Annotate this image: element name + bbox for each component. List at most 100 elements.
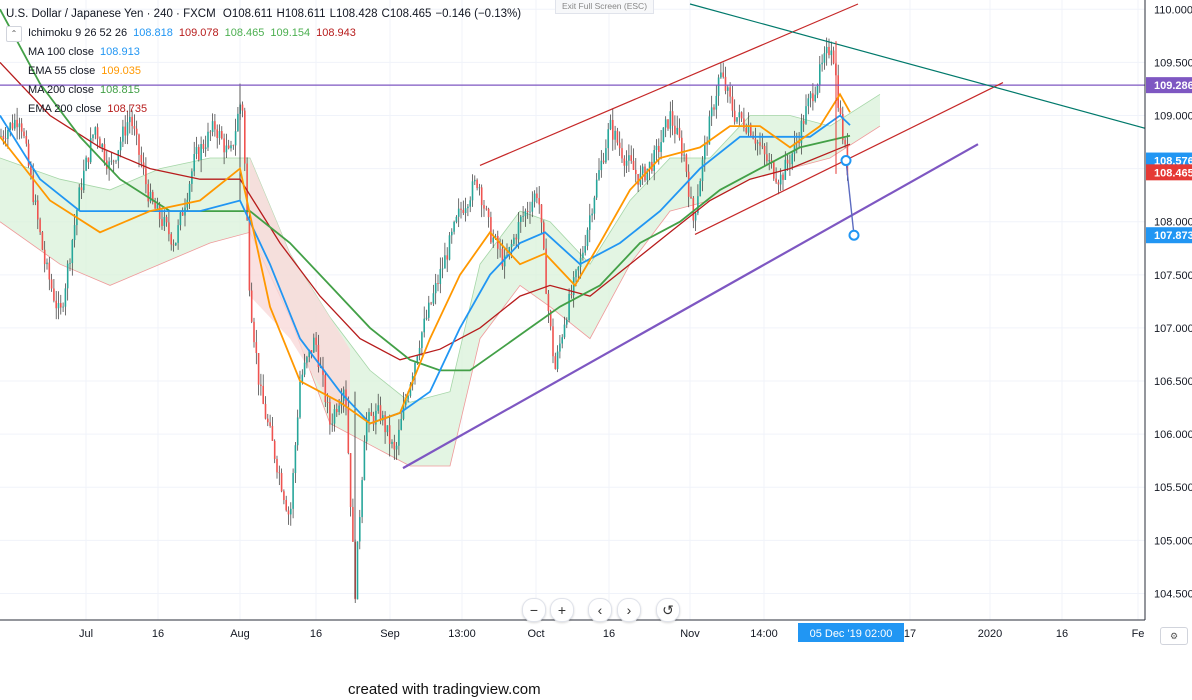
candle-body [577, 266, 580, 271]
candle [260, 373, 262, 396]
candle-body [819, 64, 821, 86]
candle-body [710, 107, 713, 117]
scroll-back-button[interactable]: ‹ [588, 598, 612, 622]
candle [671, 99, 674, 136]
zoom-out-button[interactable]: − [522, 598, 546, 622]
candle-body [156, 204, 159, 209]
candle [135, 120, 138, 146]
candle-body [14, 119, 16, 129]
ma100-line [0, 114, 851, 425]
candle-body [7, 130, 9, 139]
scroll-forward-button[interactable]: › [617, 598, 641, 622]
candle-body [453, 221, 455, 232]
symbol-title: U.S. Dollar / Japanese Yen · 240 · FXCM … [6, 5, 521, 24]
price-tick-label: 105.500 [1154, 482, 1192, 494]
candle [662, 127, 665, 143]
indicator-row[interactable]: Ichimoku 9 26 52 26 108.818 109.078 108.465… [28, 24, 356, 43]
indicator-row[interactable]: MA 100 close 108.913 [28, 43, 140, 62]
candle [290, 502, 292, 526]
candle-body [791, 153, 793, 165]
candle [561, 334, 563, 349]
candle-body [89, 138, 92, 163]
candle-body [352, 506, 354, 542]
scale-settings-icon[interactable]: ⚙ [1160, 627, 1188, 645]
candle [444, 242, 446, 269]
candle-body [809, 93, 812, 99]
candle-body [398, 429, 400, 446]
candle [99, 136, 101, 147]
indicator-value: 108.735 [107, 103, 148, 115]
candle-body [262, 386, 264, 404]
candle [285, 495, 287, 512]
indicator-row[interactable]: EMA 55 close 109.035 [28, 62, 141, 81]
candle-body [175, 242, 177, 246]
candle-body [747, 124, 750, 133]
candle-body [754, 138, 757, 144]
indicator-row[interactable]: MA 200 close 108.815 [28, 81, 140, 100]
candle [66, 260, 69, 301]
candle-body [317, 344, 320, 368]
candle-body [520, 216, 522, 222]
candle-body [823, 53, 826, 63]
candle [814, 86, 816, 103]
candle [211, 113, 214, 137]
candle [204, 135, 207, 157]
candle-body [0, 135, 2, 137]
candle-body [763, 145, 766, 155]
candle [64, 283, 67, 316]
candle-body [273, 440, 276, 459]
candle [513, 233, 515, 246]
candle [48, 256, 51, 291]
candle-body [356, 541, 359, 600]
candle-body [211, 121, 214, 132]
collapse-legend-button[interactable]: ⌃ [6, 26, 22, 42]
candle [526, 201, 529, 219]
candle [740, 111, 743, 122]
candle-body [485, 208, 488, 210]
candle [110, 152, 113, 165]
candle-body [133, 126, 136, 129]
candle [667, 119, 669, 131]
candle-body [78, 187, 80, 211]
indicator-value: 108.818 [133, 27, 173, 39]
zoom-in-button[interactable]: + [550, 598, 574, 622]
candle-body [20, 123, 23, 132]
candle [230, 140, 232, 152]
candle-body [681, 137, 683, 156]
candle [625, 150, 628, 174]
indicator-row[interactable]: EMA 200 close 108.735 [28, 100, 147, 119]
candle [41, 230, 44, 251]
candle-body [770, 160, 773, 163]
candle [306, 355, 308, 369]
price-label-box [1146, 227, 1192, 244]
exit-fullscreen-button[interactable]: Exit Full Screen (ESC) [555, 0, 655, 14]
candle-body [478, 187, 481, 189]
candle-body [207, 131, 209, 148]
candle [653, 145, 655, 181]
candle [248, 213, 251, 297]
candle [786, 155, 789, 171]
candle-body [69, 263, 71, 264]
candle [773, 160, 775, 181]
candle [11, 114, 14, 131]
candle [37, 195, 39, 230]
candle [273, 439, 276, 464]
reset-chart-button[interactable]: ↺ [656, 598, 680, 622]
candle [497, 230, 499, 259]
candle [43, 241, 46, 273]
time-tick-label: 16 [310, 628, 322, 640]
candle [582, 246, 584, 261]
candle [253, 317, 255, 348]
candle [830, 41, 833, 66]
trend-drawings[interactable] [0, 3, 1146, 470]
candle [124, 115, 126, 144]
candle [294, 442, 297, 483]
candle [474, 175, 476, 186]
candle [457, 198, 460, 228]
candle [586, 227, 589, 251]
long-trend-support-line [402, 143, 979, 470]
projection-line [845, 160, 855, 236]
candle-body [775, 178, 777, 183]
candle [349, 452, 352, 517]
